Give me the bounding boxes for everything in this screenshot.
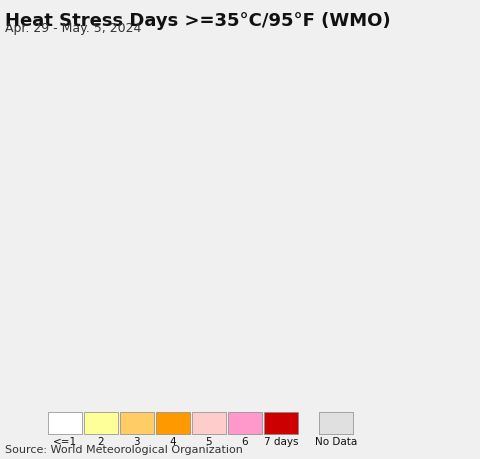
Text: 2: 2 (97, 436, 104, 446)
Text: <=1: <=1 (53, 436, 77, 446)
Text: Apr. 29 - May. 5, 2024: Apr. 29 - May. 5, 2024 (5, 22, 141, 34)
Text: No Data: No Data (315, 436, 357, 446)
Text: 3: 3 (133, 436, 140, 446)
Text: 4: 4 (169, 436, 176, 446)
Text: Heat Stress Days >=35°C/95°F (WMO): Heat Stress Days >=35°C/95°F (WMO) (5, 11, 390, 29)
Text: 6: 6 (241, 436, 248, 446)
Text: 5: 5 (205, 436, 212, 446)
Text: Source: World Meteorological Organization: Source: World Meteorological Organizatio… (5, 444, 243, 454)
Text: 7 days: 7 days (264, 436, 298, 446)
